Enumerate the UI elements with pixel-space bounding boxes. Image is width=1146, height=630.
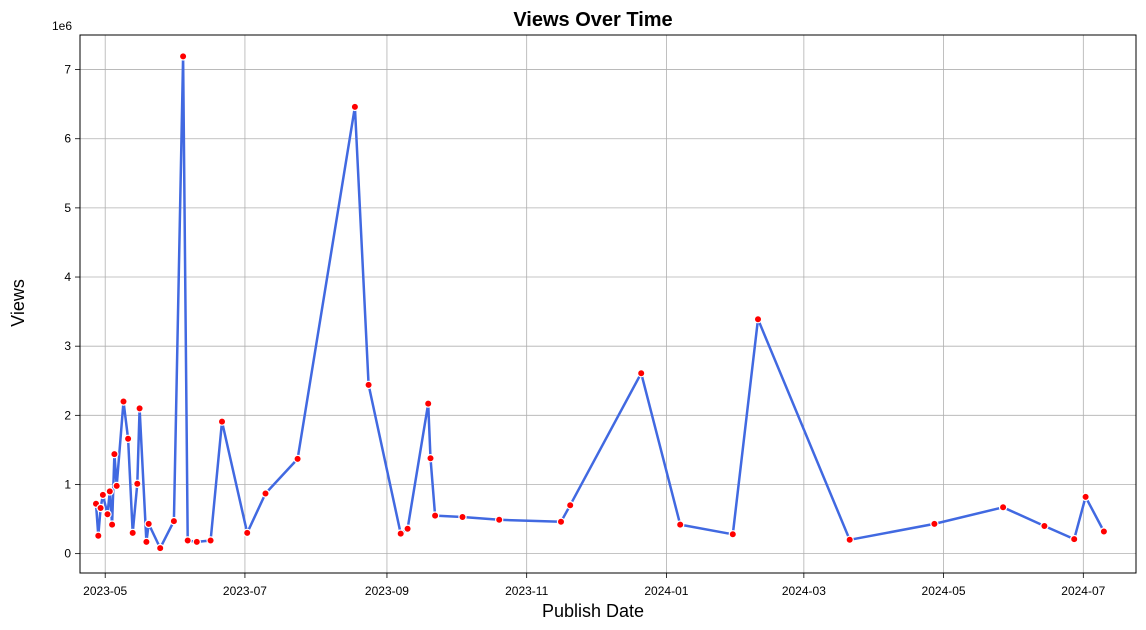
data-point [242,528,252,538]
data-point [845,535,854,545]
data-point [426,454,435,463]
x-tick-label: 2024-07 [1061,584,1105,598]
data-point [930,519,939,529]
y-tick-label: 1 [64,477,71,491]
x-tick-label: 2023-07 [223,584,267,598]
data-point [94,531,103,540]
y-tick-label: 5 [64,201,71,215]
y-axis-ticks: 0 1 2 3 4 5 6 7 [64,63,80,561]
data-point [155,543,165,553]
data-point [998,503,1008,512]
views-series-line [94,55,1106,550]
data-point [123,434,133,443]
x-tick-label: 2024-05 [922,584,966,598]
data-point [144,519,153,529]
x-tick-label: 2023-05 [83,584,127,598]
x-axis-title: Publish Date [542,601,644,621]
y-tick-label: 0 [64,547,71,561]
y-tick-label: 6 [64,132,71,146]
plot-area-frame [79,34,1137,574]
data-point [753,315,763,324]
data-point [133,479,142,488]
data-point [396,529,405,538]
data-point [728,530,738,539]
data-point [110,449,119,459]
data-point [458,512,467,522]
data-point [1099,527,1109,536]
data-point [217,417,227,426]
data-point [105,487,115,496]
data-point [169,516,179,526]
x-tick-label: 2023-09 [365,584,409,598]
y-tick-label: 2 [64,408,71,422]
data-point [293,454,302,464]
data-point [98,490,108,500]
y-tick-label: 3 [64,339,71,353]
data-point [637,369,646,378]
x-tick-label: 2024-01 [644,584,688,598]
data-point [192,537,201,547]
data-point [135,404,144,413]
data-point [495,515,504,525]
data-point [1040,521,1049,531]
data-point [566,501,575,510]
data-point [178,52,188,61]
chart-title: Views Over Time [513,9,672,31]
data-point [107,520,117,529]
data-point [103,510,112,519]
data-point [676,520,685,529]
data-point-markers [91,52,1109,553]
x-tick-label: 2023-11 [505,584,548,598]
data-point [556,517,566,527]
x-tick-label: 2024-03 [782,584,826,598]
data-point [350,102,360,112]
data-point [364,380,373,390]
data-point [1069,534,1079,544]
data-point [128,528,137,538]
data-point [119,397,128,406]
y-tick-label: 7 [64,63,71,77]
data-point [430,511,440,520]
gridlines [80,35,1136,573]
data-point [142,537,151,547]
data-point [96,503,105,513]
y-tick-label: 4 [64,270,71,284]
data-point [183,536,192,545]
data-point [112,481,121,491]
data-point [261,489,270,498]
data-point [1081,492,1090,502]
data-point [403,524,412,533]
data-point [424,399,433,408]
y-axis-offset-label: 1e6 [52,19,72,33]
y-axis-title: Views [8,279,28,327]
data-point [206,536,215,545]
x-axis-ticks: 2023-05 2023-07 2023-09 2023-11 2024-01 2024-… [83,573,1106,598]
